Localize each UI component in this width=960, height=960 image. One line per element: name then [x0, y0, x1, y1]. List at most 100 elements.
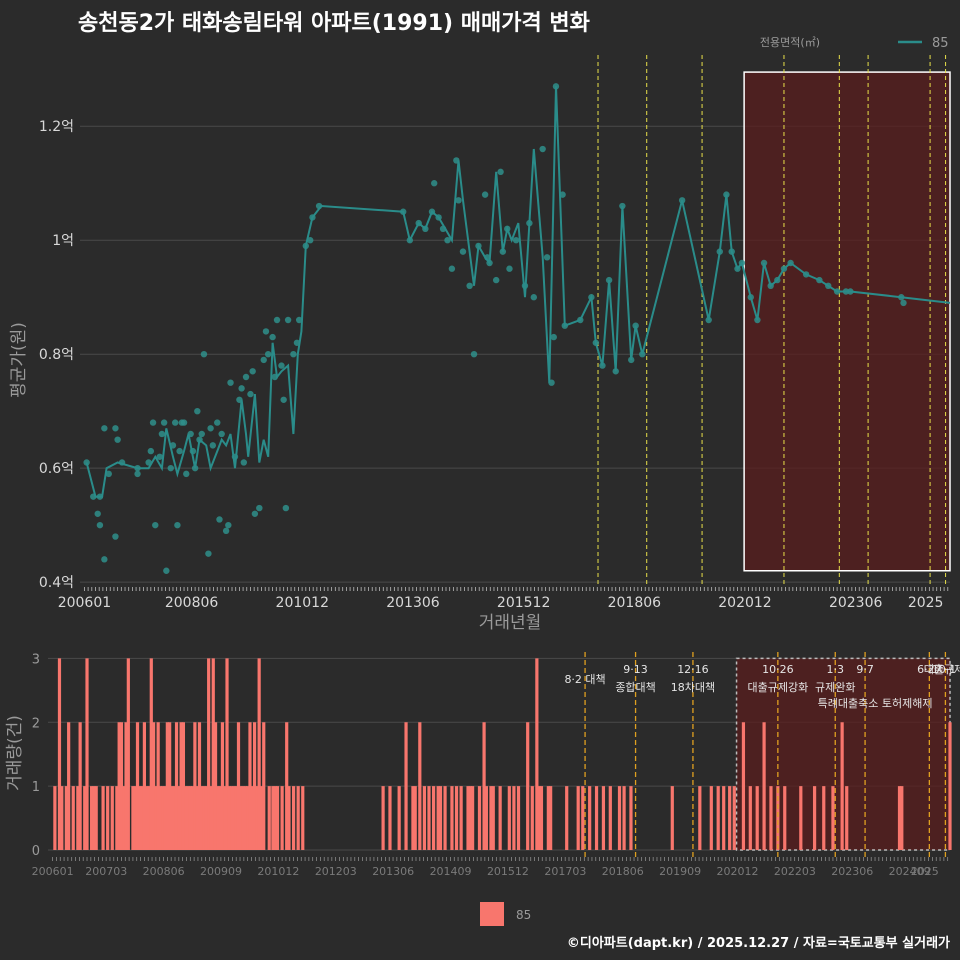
volume-bar — [301, 786, 305, 850]
volume-bar — [181, 722, 186, 850]
volume-bar — [209, 786, 213, 850]
data-point — [205, 550, 212, 557]
data-point — [264, 350, 272, 358]
volume-bar — [135, 722, 140, 850]
data-point — [96, 521, 104, 529]
data-point — [158, 430, 166, 438]
policy-label: 8·2 대책 — [564, 673, 605, 686]
volume-bar — [271, 786, 275, 850]
data-point — [539, 145, 546, 153]
x-tick-label: 200806 — [143, 865, 185, 878]
data-point — [200, 350, 208, 358]
x-tick-label: 201806 — [608, 595, 662, 611]
volume-bar — [147, 786, 151, 850]
data-point — [278, 362, 285, 369]
volume-bar — [491, 786, 495, 850]
volume-bar — [537, 786, 541, 850]
data-point — [227, 379, 234, 386]
volume-bar — [186, 786, 190, 850]
volume-bar — [812, 786, 817, 850]
volume-bar — [450, 786, 454, 850]
data-point — [171, 419, 179, 426]
volume-bar — [381, 786, 385, 850]
policy-label-detail: 종합대책 — [615, 681, 655, 694]
volume-bar — [471, 786, 475, 850]
volume-bar — [90, 786, 94, 850]
data-point — [101, 556, 108, 563]
volume-bar — [477, 786, 482, 850]
policy-label: 10·26 — [762, 663, 794, 676]
volume-bar — [762, 722, 766, 850]
data-point — [156, 453, 163, 460]
volume-bar — [776, 786, 780, 850]
volume-bar — [783, 786, 787, 850]
policy-label-detail: 특례대출축소 토허제해제 — [818, 696, 933, 710]
data-point — [198, 430, 205, 438]
volume-bar — [168, 722, 172, 850]
x-tick-label: 201512 — [487, 865, 529, 878]
volume-bar — [454, 786, 459, 850]
y-tick-label: 1억 — [52, 233, 74, 249]
volume-bar — [115, 786, 119, 850]
y-tick-label: 0.6억 — [39, 461, 74, 477]
volume-bar — [259, 786, 264, 850]
volume-bar — [831, 786, 835, 850]
volume-bar — [418, 722, 422, 850]
volume-bar — [92, 786, 96, 850]
data-point — [225, 521, 232, 529]
volume-bar — [122, 786, 126, 850]
data-point — [550, 333, 557, 341]
data-point — [194, 407, 201, 415]
volume-bar — [85, 658, 89, 850]
volume-bar — [200, 786, 204, 850]
policy-label: 1·3 — [826, 663, 844, 676]
volume-bar — [213, 722, 218, 850]
volume-bar — [149, 658, 153, 850]
volume-bar — [257, 658, 261, 850]
volume-bar — [535, 658, 539, 850]
x-tick-label: 201012 — [257, 865, 299, 878]
volume-bar — [223, 786, 227, 850]
volume-bar — [76, 786, 80, 850]
x-tick-label: 200806 — [165, 595, 219, 611]
volume-bar — [119, 722, 124, 850]
volume-bar — [698, 786, 702, 850]
data-point — [249, 368, 256, 375]
legend-title: 전용면적(㎡) — [760, 36, 820, 49]
data-point — [183, 470, 190, 478]
x-tick-label: 200601 — [32, 865, 74, 878]
y-axis-title: 거래량(건) — [5, 715, 25, 791]
volume-bar — [207, 658, 211, 850]
volume-bar — [489, 786, 493, 850]
volume-bar — [246, 786, 250, 850]
data-point — [238, 385, 245, 392]
data-point — [290, 350, 297, 358]
policy-label: 10·1 — [932, 663, 957, 676]
y-tick-label: 1.2억 — [39, 119, 74, 135]
volume-bar — [60, 786, 64, 850]
volume-bar — [174, 722, 179, 850]
x-tick-label: 201806 — [602, 865, 644, 878]
policy-label: 12·16 — [677, 663, 709, 676]
volume-bar — [755, 786, 759, 850]
volume-bar — [539, 786, 544, 850]
volume-bar — [163, 786, 167, 850]
volume-bar — [179, 722, 183, 850]
data-point — [149, 419, 157, 426]
volume-bar — [716, 786, 720, 850]
volume-bar — [138, 786, 142, 850]
volume-bar — [845, 786, 849, 850]
x-tick-label: 201512 — [497, 595, 550, 611]
volume-bar — [404, 722, 408, 850]
legend-bar-label: 85 — [516, 908, 531, 922]
volume-bar — [197, 722, 202, 850]
volume-bar — [617, 786, 622, 850]
volume-bar — [468, 786, 472, 850]
volume-bar — [275, 786, 280, 850]
volume-bar — [526, 722, 530, 850]
data-point — [216, 516, 223, 523]
volume-bar — [255, 786, 259, 850]
data-point — [112, 425, 119, 432]
volume-bar — [549, 786, 553, 850]
volume-bar — [948, 722, 952, 850]
